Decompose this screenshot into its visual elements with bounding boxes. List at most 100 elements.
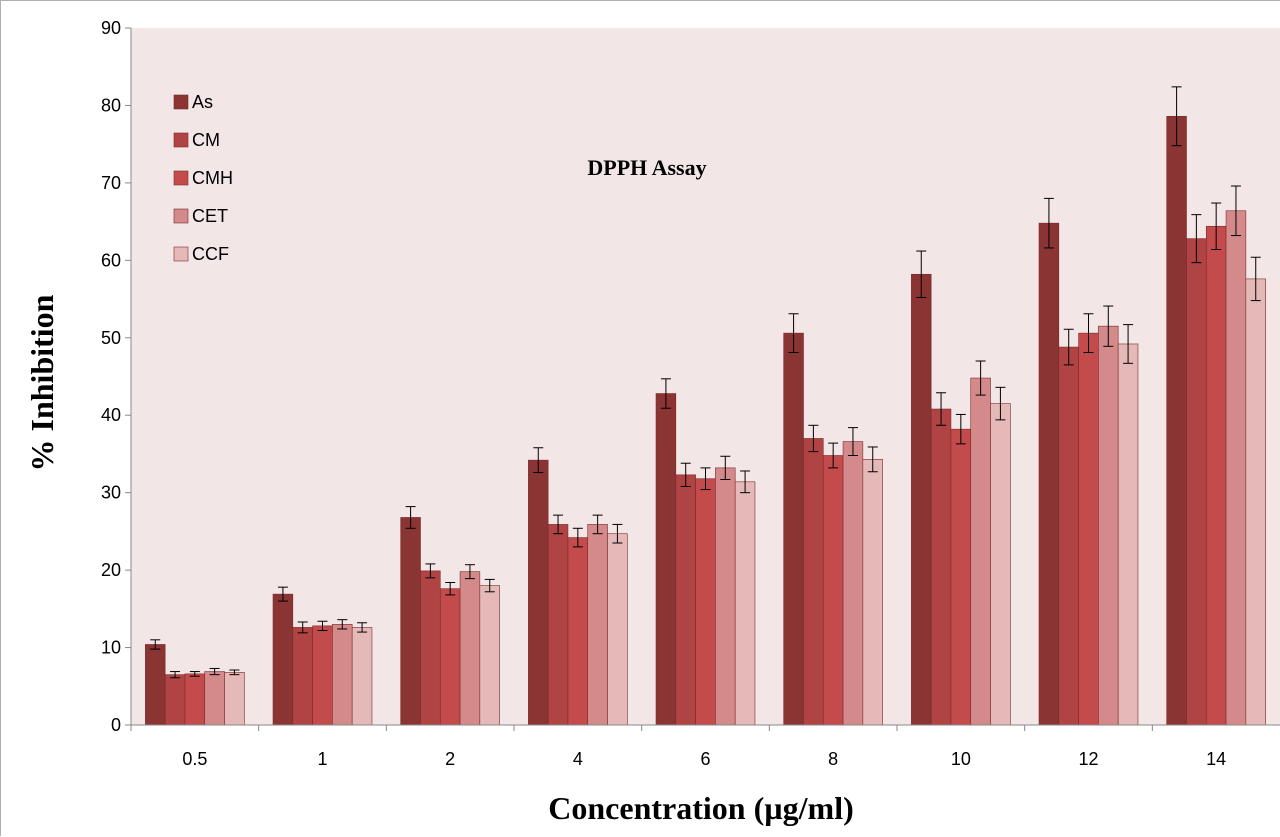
bar-as-6 <box>655 393 677 726</box>
error-bar <box>788 313 799 353</box>
chart-title: DPPH Assay <box>587 155 706 180</box>
bar-cet-10 <box>970 377 991 726</box>
error-bars-layer <box>150 86 1261 679</box>
error-bar <box>150 639 161 650</box>
legend-swatch-as <box>173 94 189 110</box>
error-bar <box>1123 324 1134 364</box>
bar-cm-12 <box>1058 346 1079 726</box>
bar-cm-6 <box>675 474 696 726</box>
bar-as-8 <box>783 332 804 726</box>
x-axis-label: Concentration (µg/ml) <box>548 790 854 826</box>
x-tick-label: 8 <box>828 749 838 769</box>
x-tick-label: 10 <box>951 749 971 769</box>
legend-label-as: As <box>192 92 213 112</box>
bar-cet-4 <box>587 524 608 726</box>
bar-cmh-2 <box>439 588 461 726</box>
error-bar <box>277 586 288 602</box>
y-tick-label: 10 <box>101 638 121 658</box>
y-tick-label: 0 <box>111 715 121 735</box>
legend-label-ccf: CCF <box>192 244 229 264</box>
y-tick-label: 50 <box>101 328 121 348</box>
y-tick-labels: 0 10 20 30 40 50 60 70 80 90 <box>101 18 131 735</box>
x-tick-label: 1 <box>317 749 327 769</box>
bar-ccf-12 <box>1117 343 1139 726</box>
bar-cm-4 <box>547 524 569 726</box>
error-bar <box>425 563 436 579</box>
error-bar <box>828 442 839 469</box>
error-bar <box>1063 328 1074 366</box>
bar-as-12 <box>1038 222 1060 726</box>
bar-cmh-0.5 <box>184 673 206 726</box>
error-bar <box>209 667 220 676</box>
bar-cet-2 <box>459 571 481 726</box>
error-bar <box>229 669 240 676</box>
error-bar <box>484 578 495 593</box>
error-bar <box>936 392 947 426</box>
bar-cm-10 <box>930 408 952 726</box>
bar-ccf-14 <box>1245 278 1266 726</box>
y-tick-label: 20 <box>101 560 121 580</box>
error-bar <box>189 671 200 677</box>
bar-cm-8 <box>803 438 824 726</box>
error-bar <box>464 564 475 580</box>
legend-swatch-cet <box>173 208 189 224</box>
bar-ccf-1 <box>351 627 373 726</box>
x-tick-label: 2 <box>445 749 455 769</box>
bar-cet-1 <box>332 624 353 726</box>
bar-as-1 <box>272 593 294 726</box>
error-bar <box>1211 202 1222 250</box>
error-bar <box>1103 305 1114 347</box>
error-bar <box>297 621 308 634</box>
error-bar <box>700 467 711 491</box>
axes-layer <box>130 28 1280 726</box>
error-bar <box>740 470 751 494</box>
y-tick-label: 40 <box>101 405 121 425</box>
error-bar <box>1250 256 1261 302</box>
bar-cet-0.5 <box>204 671 225 726</box>
error-bar <box>1171 86 1182 147</box>
error-bar <box>317 620 328 632</box>
error-bar <box>680 462 691 487</box>
x-tick-label: 14 <box>1206 749 1226 769</box>
error-bar <box>337 619 348 630</box>
bar-ccf-0.5 <box>224 672 245 726</box>
y-tick-label: 90 <box>101 18 121 38</box>
error-bar <box>995 386 1006 421</box>
bar-cmh-4 <box>567 537 589 726</box>
error-bar <box>357 622 368 633</box>
error-bar <box>533 447 544 474</box>
bar-ccf-8 <box>862 459 883 726</box>
bar-ccf-4 <box>607 533 628 726</box>
legend-label-cm: CM <box>192 130 220 150</box>
bar-cmh-14 <box>1205 225 1227 726</box>
error-bar <box>553 514 564 535</box>
y-tick-label: 80 <box>101 95 121 115</box>
error-bar <box>720 455 731 481</box>
error-bar <box>1191 214 1202 264</box>
legend-label-cet: CET <box>192 206 228 226</box>
error-bar <box>1043 197 1054 249</box>
bar-cet-6 <box>715 467 736 726</box>
bar-as-14 <box>1166 115 1187 726</box>
error-bar <box>592 514 603 535</box>
bar-cmh-8 <box>822 455 844 726</box>
bar-ccf-10 <box>990 403 1011 726</box>
bar-cmh-12 <box>1078 332 1099 726</box>
y-tick-label: 30 <box>101 483 121 503</box>
y-tick-label: 60 <box>101 250 121 270</box>
error-bar <box>572 527 583 548</box>
bar-as-2 <box>400 517 421 726</box>
x-tick-label: 6 <box>700 749 710 769</box>
error-bar <box>1083 313 1094 353</box>
legend-label-cmh: CMH <box>192 168 233 188</box>
error-bar <box>808 424 819 453</box>
x-tick-label: 0.5 <box>182 749 207 769</box>
y-tick-label: 70 <box>101 173 121 193</box>
bar-cmh-1 <box>312 625 333 726</box>
bar-ccf-2 <box>479 585 500 726</box>
error-bar <box>1230 185 1241 237</box>
bar-as-4 <box>528 459 549 726</box>
x-tick-label: 4 <box>573 749 583 769</box>
bar-cet-14 <box>1225 210 1247 726</box>
